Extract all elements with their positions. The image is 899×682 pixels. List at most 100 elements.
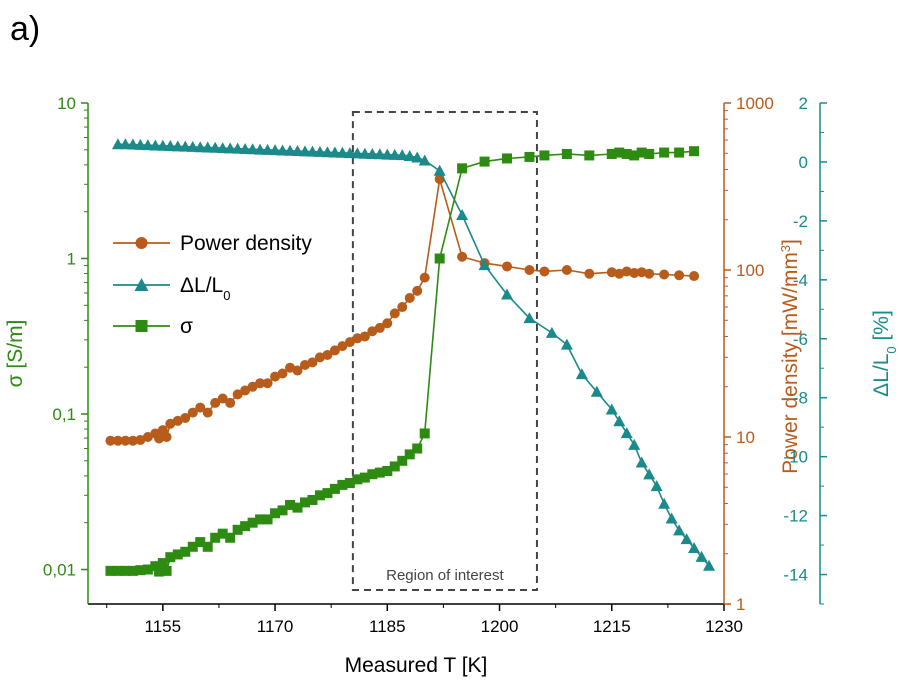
data-point-circle (561, 265, 572, 275)
x-tick-label: 1215 (593, 617, 631, 636)
legend-label: ΔL/L0 (180, 274, 230, 303)
data-point-circle (112, 435, 123, 446)
data-point-circle (621, 266, 632, 277)
data-point-triangle (328, 146, 341, 158)
data-point-triangle (620, 427, 633, 439)
data-point-square (165, 552, 176, 563)
data-point-square (329, 483, 340, 494)
data-point-triangle (134, 138, 147, 150)
data-point-triangle (658, 497, 671, 509)
dl-axis-label: ΔL/L0 [%] (870, 310, 899, 397)
data-point-triangle (403, 150, 416, 162)
x-tick-label: 1170 (257, 617, 294, 636)
data-point-square (277, 505, 288, 516)
data-point-square (127, 565, 138, 576)
x-tick-label: 1155 (145, 617, 182, 636)
data-point-circle (292, 365, 303, 376)
data-point-circle (539, 266, 550, 277)
data-point-circle (674, 270, 685, 281)
data-point-triangle (665, 512, 678, 524)
data-point-circle (232, 389, 243, 400)
data-point-triangle (254, 143, 267, 155)
data-point-triangle (313, 145, 326, 157)
data-point-square (150, 561, 161, 572)
series-line (110, 150, 695, 574)
data-point-square (689, 146, 700, 157)
data-point-square (270, 508, 281, 519)
data-point-circle (217, 393, 228, 404)
data-point-square (621, 148, 632, 159)
data-point-circle (374, 322, 385, 333)
data-point-circle (344, 337, 355, 348)
sigma-tick-label: 0,1 (52, 405, 76, 424)
data-point-triangle (501, 288, 514, 300)
data-point-square (479, 156, 490, 167)
data-point-circle (180, 412, 191, 423)
data-point-circle (127, 435, 138, 446)
data-point-square (674, 147, 685, 158)
data-point-square (629, 150, 640, 161)
data-point-circle (412, 285, 423, 296)
data-point-circle (240, 385, 251, 396)
data-point-circle (502, 261, 513, 272)
data-point-triangle (298, 145, 311, 157)
data-point-circle (404, 292, 415, 303)
power-tick-label: 1000 (736, 94, 774, 113)
dl-tick-label: -12 (783, 507, 808, 526)
data-point-square (614, 147, 625, 158)
data-point-triangle (650, 480, 663, 492)
data-point-triangle (179, 140, 192, 152)
data-point-square (457, 163, 468, 174)
data-point-triangle (126, 138, 139, 150)
sigma-tick-label: 0,01 (43, 561, 76, 580)
power-tick-label: 1 (736, 595, 745, 614)
data-point-square (659, 147, 670, 158)
series-circle (105, 174, 700, 446)
data-point-square (217, 528, 228, 539)
data-point-triangle (703, 559, 716, 571)
legend-marker (135, 237, 148, 249)
data-point-triangle (239, 142, 252, 154)
data-point-square (285, 499, 296, 510)
data-point-circle (359, 331, 370, 342)
data-point-circle (659, 269, 670, 280)
data-point-square (636, 147, 647, 158)
data-point-circle (457, 251, 468, 262)
region-of-interest-label: Region of interest (386, 567, 504, 584)
data-point-square (374, 467, 385, 478)
data-point-circle (105, 435, 116, 446)
legend-label: σ (180, 315, 193, 338)
legend: Power density ΔL/L0 σ (113, 232, 312, 338)
data-point-circle (367, 326, 378, 337)
data-point-square (524, 151, 535, 162)
series-square (105, 146, 700, 577)
data-point-circle (322, 349, 333, 360)
data-point-square (142, 564, 153, 575)
data-point-square (322, 488, 333, 499)
data-point-triangle (396, 149, 409, 161)
data-point-square (112, 565, 123, 576)
data-point-square (382, 465, 393, 476)
sigma-tick-label: 1 (67, 250, 76, 269)
data-point-square (352, 474, 363, 485)
data-point-square (225, 532, 236, 543)
power-tick-label: 100 (736, 261, 764, 280)
data-point-square (255, 514, 266, 525)
data-point-circle (606, 267, 617, 278)
data-point-triangle (194, 141, 207, 153)
data-point-triangle (560, 338, 573, 350)
data-point-triangle (411, 151, 424, 163)
data-point-square (262, 514, 273, 525)
data-point-triangle (171, 140, 184, 152)
data-point-square (502, 153, 513, 164)
x-axis-label: Measured T [K] (345, 654, 488, 677)
legend-item: ΔL/L0 (113, 274, 230, 303)
data-point-circle (210, 397, 221, 408)
data-point-triangle (209, 141, 222, 153)
data-point-triangle (433, 164, 446, 176)
data-point-triangle (605, 403, 618, 415)
data-point-square (195, 537, 206, 548)
dl-tick-label: -4 (793, 271, 808, 290)
data-point-circle (689, 271, 700, 282)
data-point-circle (337, 341, 348, 352)
